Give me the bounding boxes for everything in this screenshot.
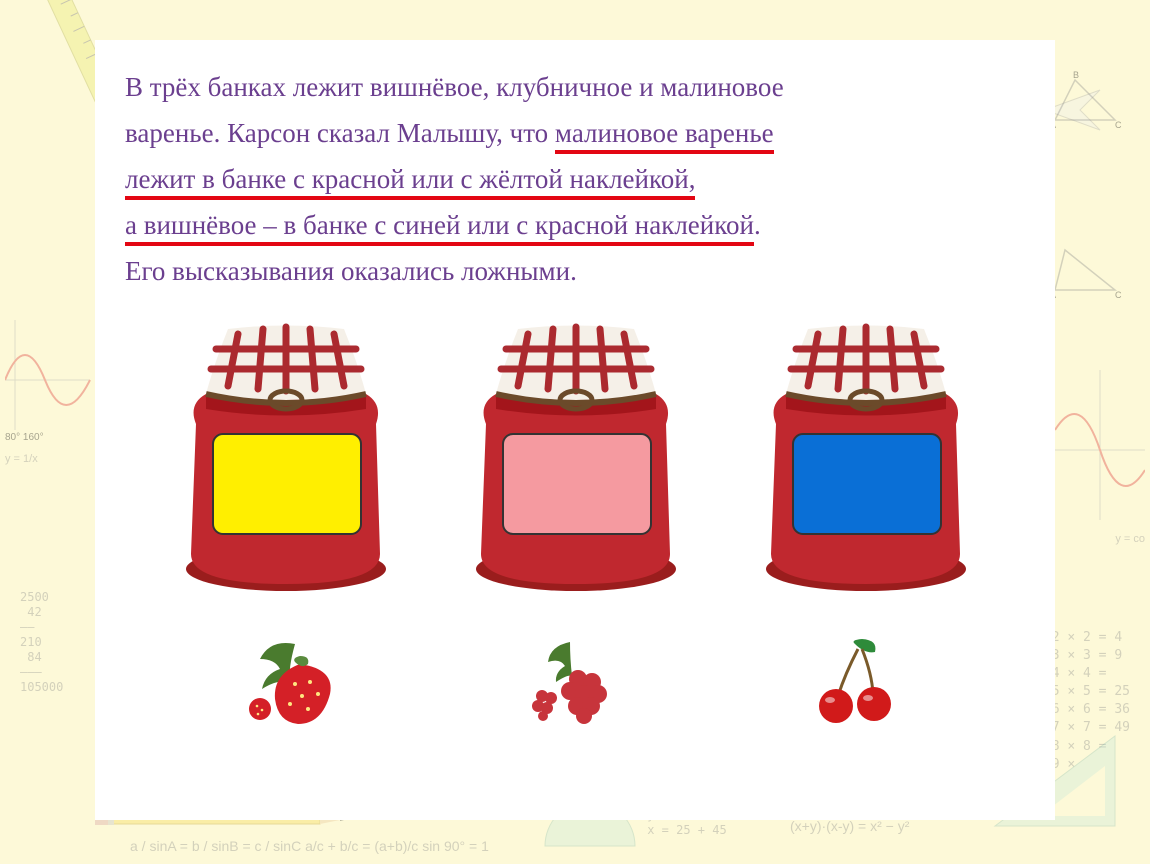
svg-text:C: C bbox=[1115, 120, 1122, 130]
jar-blue-label bbox=[738, 314, 993, 594]
strawberry-icon bbox=[240, 634, 350, 729]
line4-dot: . bbox=[754, 210, 761, 240]
berries-row bbox=[125, 634, 1025, 729]
line2-underlined: малиновое варенье bbox=[555, 118, 774, 154]
mult-table: 2 × 2 = 4 3 × 3 = 9 4 × 4 = 5 × 5 = 25 6… bbox=[1052, 629, 1130, 775]
jar-yellow-label bbox=[158, 314, 413, 594]
line3-underlined: лежит в банке с красной или с жёлтой нак… bbox=[125, 164, 695, 200]
line2a: варенье. Карсон сказал Малышу, что bbox=[125, 118, 555, 148]
triangle-diagram-1: ACB bbox=[1045, 70, 1125, 133]
formula-bottom-3: (x+y)·(x-y) = x² − y² bbox=[790, 818, 909, 834]
svg-text:80° 160°: 80° 160° bbox=[5, 432, 44, 440]
ycos: y = co bbox=[1055, 533, 1145, 545]
jars-row bbox=[125, 314, 1025, 594]
slide: В трёх банках лежит вишнёвое, клубничное… bbox=[95, 40, 1055, 820]
wave-graph-1: 80° 160° y = 1/x bbox=[5, 320, 95, 465]
formula-bottom-1: a / sinA = b / sinB = c / sinC a/c + b/c… bbox=[130, 838, 489, 854]
raspberry-icon bbox=[520, 634, 630, 729]
fraction-calc: 2500 42 —— 210 84 ——— 105000 bbox=[20, 590, 63, 695]
triangle-diagram-2: AC bbox=[1045, 240, 1125, 303]
svg-text:C: C bbox=[1115, 290, 1122, 300]
jar-pink-label bbox=[448, 314, 703, 594]
line4-underlined: а вишнёвое – в банке с синей или с красн… bbox=[125, 210, 754, 246]
problem-text: В трёх банках лежит вишнёвое, клубничное… bbox=[125, 65, 1025, 294]
cherry-icon bbox=[800, 634, 910, 729]
wave-graph-2: y = co bbox=[1055, 370, 1145, 545]
ylabel: y = 1/x bbox=[5, 453, 95, 465]
line1: В трёх банках лежит вишнёвое, клубничное… bbox=[125, 72, 784, 102]
svg-text:B: B bbox=[1073, 70, 1079, 80]
line5: Его высказывания оказались ложными. bbox=[125, 256, 577, 286]
